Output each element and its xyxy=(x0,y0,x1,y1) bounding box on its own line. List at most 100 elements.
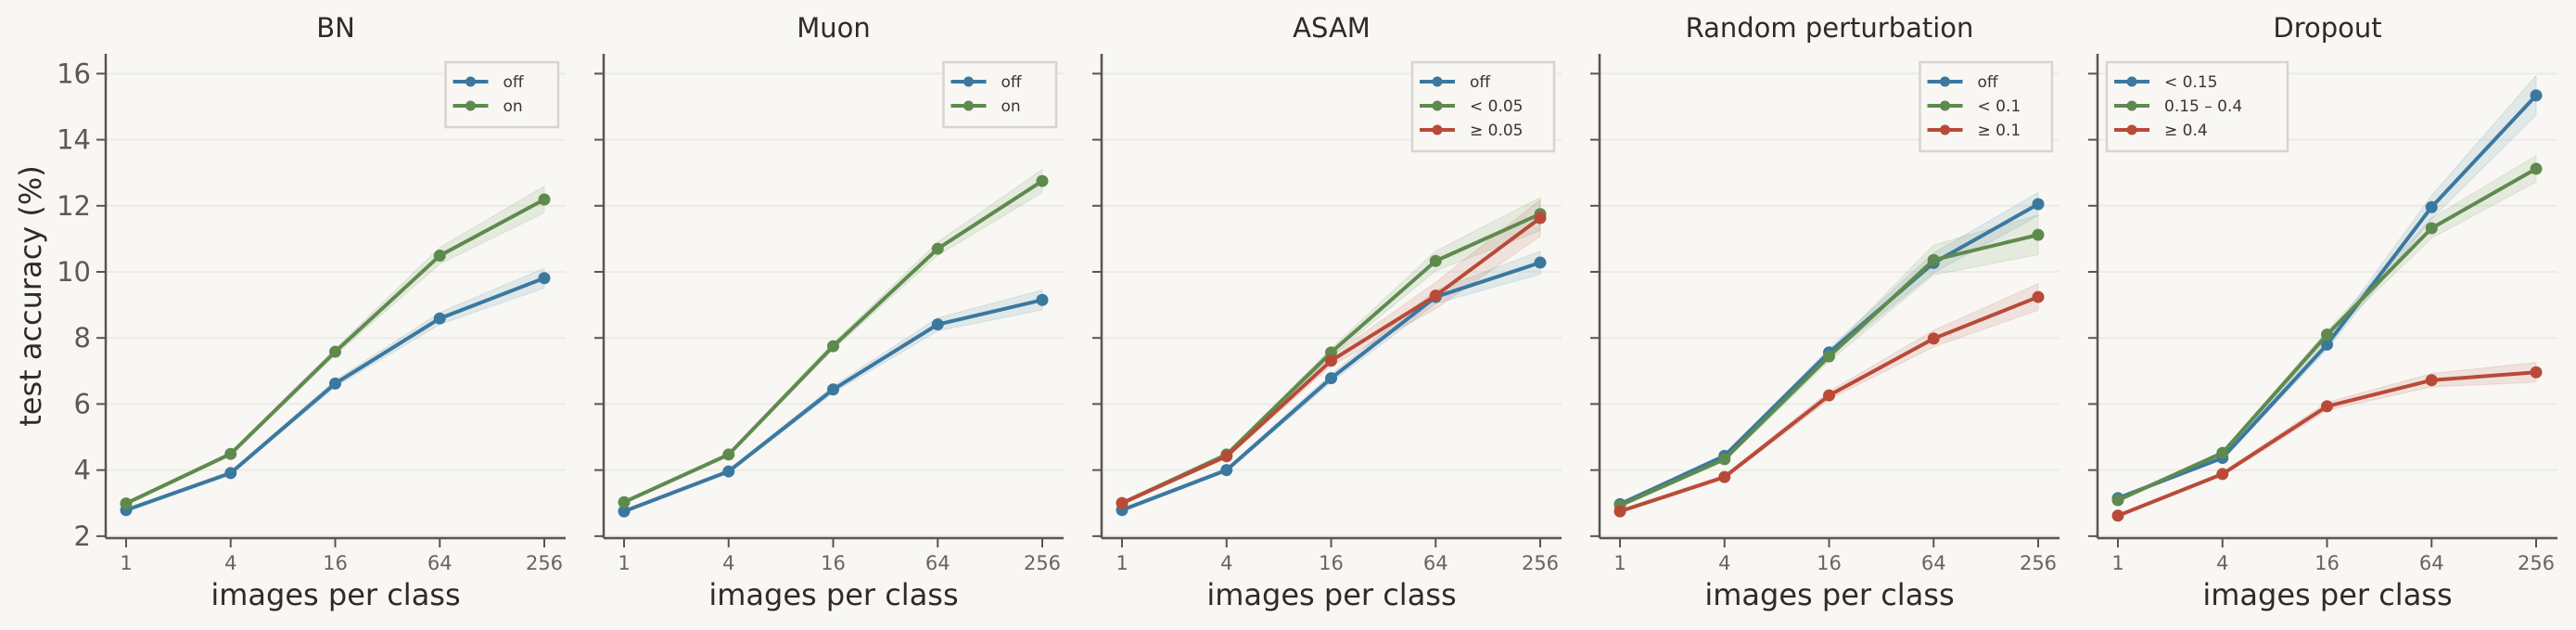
data-point xyxy=(827,383,839,396)
legend-label: 0.15 – 0.4 xyxy=(2164,97,2242,116)
data-point xyxy=(722,448,735,461)
x-tick-label: 4 xyxy=(722,552,734,574)
data-point xyxy=(2032,198,2045,211)
data-point xyxy=(2425,222,2438,235)
data-point xyxy=(2111,509,2124,522)
legend-label: on xyxy=(504,97,523,116)
data-point xyxy=(1718,470,1731,483)
x-axis-label: images per class xyxy=(708,577,958,612)
x-tick-label: 1 xyxy=(1613,552,1626,574)
legend-label: ≥ 0.05 xyxy=(1470,122,1524,140)
panel-random-perturbation: Random perturbation 1 4 16 64 256 images per c… xyxy=(1590,12,2060,612)
legend-marker xyxy=(2126,100,2137,111)
panel-muon: Muon 1 4 16 64 256 images per class off on xyxy=(594,12,1064,612)
data-point xyxy=(1220,464,1233,477)
data-point xyxy=(1927,253,1940,266)
legend-label: off xyxy=(1978,73,1999,92)
x-tick-label: 16 xyxy=(821,552,846,574)
legend-label: < 0.15 xyxy=(2164,73,2218,92)
legend: < 0.15 0.15 – 0.4 ≥ 0.4 xyxy=(2105,60,2289,153)
legend-label: off xyxy=(504,73,525,92)
x-tick-label: 64 xyxy=(1423,552,1448,574)
panel-dropout: Dropout 1 4 16 64 256 images per class < 0.15 0.… xyxy=(2088,12,2557,612)
panel-title: ASAM xyxy=(1293,12,1371,44)
legend: off < 0.1 ≥ 0.1 xyxy=(1919,60,2054,153)
panel-title: Random perturbation xyxy=(1686,12,1974,44)
data-point xyxy=(2530,366,2543,379)
x-tick-label: 64 xyxy=(2419,552,2444,574)
data-point xyxy=(2216,468,2229,481)
x-tick-label: 256 xyxy=(1522,552,1559,574)
data-point xyxy=(722,465,735,478)
data-point xyxy=(2032,228,2045,241)
legend-marker xyxy=(2126,76,2137,87)
data-point xyxy=(2321,400,2333,413)
data-point xyxy=(1718,453,1731,466)
x-tick-label: 256 xyxy=(2020,552,2057,574)
x-tick-label: 64 xyxy=(1921,552,1946,574)
data-point xyxy=(329,377,341,390)
legend-marker xyxy=(1940,124,1950,135)
x-tick-label: 16 xyxy=(323,552,348,574)
data-point xyxy=(1613,505,1626,518)
y-tick-label: 14 xyxy=(57,124,91,156)
data-point xyxy=(931,318,944,331)
legend-label: < 0.05 xyxy=(1470,97,1524,116)
legend-label: off xyxy=(1001,73,1023,92)
data-point xyxy=(1429,254,1442,267)
legend-box xyxy=(942,60,1058,129)
data-point xyxy=(329,345,341,358)
data-point xyxy=(618,505,631,518)
legend-marker xyxy=(465,100,476,111)
y-tick-label: 16 xyxy=(57,58,91,89)
y-axis-label: test accuracy (%) xyxy=(13,165,48,427)
legend-label: ≥ 0.4 xyxy=(2164,122,2208,140)
legend-box xyxy=(444,60,560,129)
data-point xyxy=(2425,200,2438,213)
x-tick-label: 1 xyxy=(1116,552,1128,574)
data-point xyxy=(538,272,551,285)
legend-label: ≥ 0.1 xyxy=(1978,122,2021,140)
data-point xyxy=(2321,328,2333,341)
y-tick-label: 2 xyxy=(74,521,91,552)
data-point xyxy=(1927,332,1940,345)
legend-marker xyxy=(1432,124,1443,135)
legend-marker xyxy=(1940,76,1950,87)
data-point xyxy=(433,250,446,263)
x-tick-label: 256 xyxy=(2518,552,2555,574)
data-point xyxy=(1429,289,1442,302)
x-tick-label: 4 xyxy=(2216,552,2228,574)
legend-marker xyxy=(963,76,974,87)
data-point xyxy=(618,495,631,508)
legend-marker xyxy=(1940,100,1950,111)
data-point xyxy=(931,242,944,255)
x-tick-label: 16 xyxy=(1817,552,1842,574)
data-point xyxy=(2321,338,2333,351)
legend-marker xyxy=(465,76,476,87)
x-tick-label: 16 xyxy=(1319,552,1344,574)
data-point xyxy=(2216,446,2229,459)
x-tick-label: 1 xyxy=(120,552,132,574)
x-tick-label: 16 xyxy=(2315,552,2340,574)
x-tick-label: 4 xyxy=(224,552,236,574)
y-tick-label: 4 xyxy=(74,455,91,486)
series-line xyxy=(623,298,1043,514)
y-tick-label: 12 xyxy=(57,190,91,222)
data-point xyxy=(433,312,446,325)
confidence-band xyxy=(2117,362,2537,519)
panel-title: Muon xyxy=(797,12,871,44)
legend: off < 0.05 ≥ 0.05 xyxy=(1410,60,1556,153)
panel-title: BN xyxy=(316,12,355,44)
legend-label: on xyxy=(1001,97,1021,116)
data-point xyxy=(1036,174,1049,187)
x-tick-label: 4 xyxy=(1718,552,1730,574)
data-point xyxy=(1534,212,1547,225)
legend-marker xyxy=(963,100,974,111)
series-line xyxy=(2117,370,2537,518)
panel-title: Dropout xyxy=(2273,12,2381,44)
x-tick-label: 1 xyxy=(2111,552,2123,574)
data-point xyxy=(1220,450,1233,463)
data-point xyxy=(1325,372,1337,385)
panel-asam: ASAM 1 4 16 64 256 images per class off < 0.05 ≥ … xyxy=(1092,12,1562,612)
